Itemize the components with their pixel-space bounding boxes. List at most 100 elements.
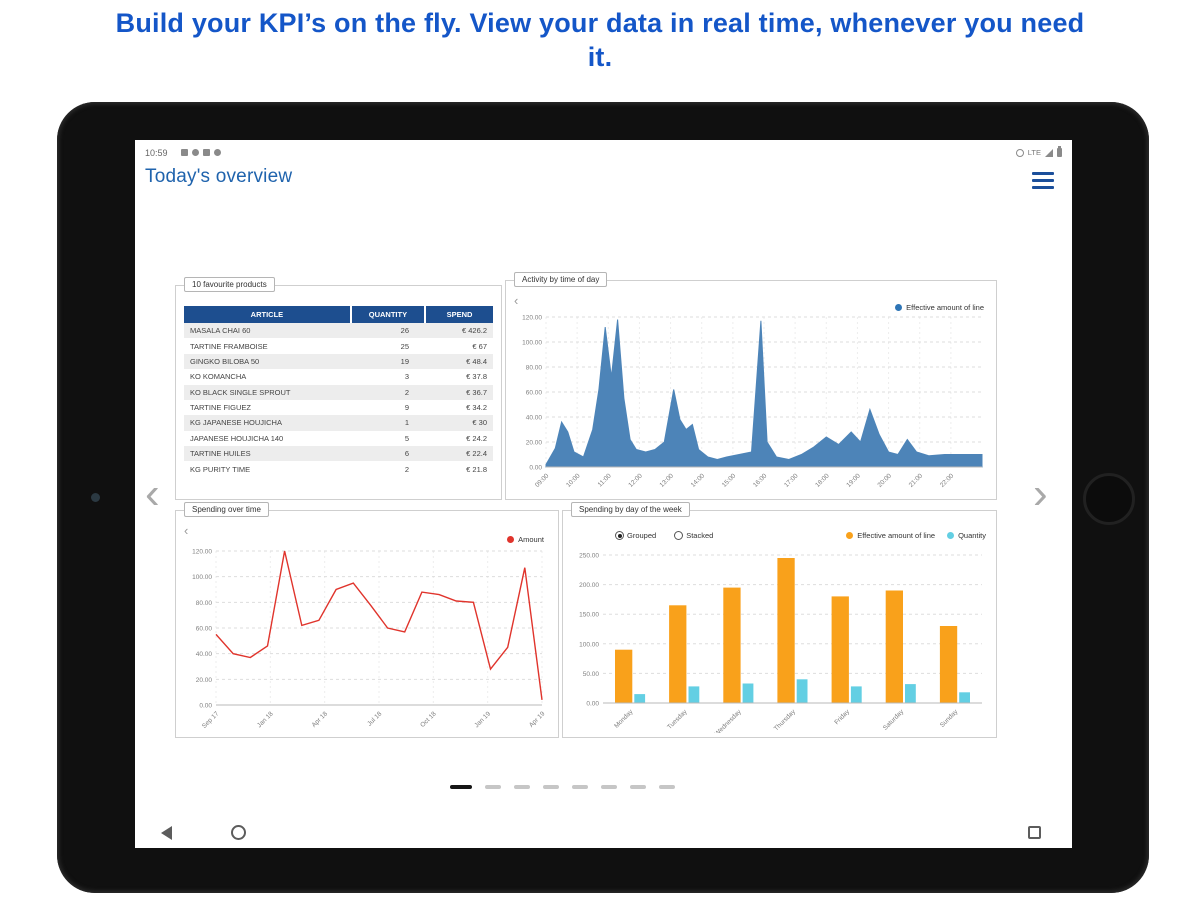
svg-text:21:00: 21:00: [908, 472, 925, 489]
svg-text:Tuesday: Tuesday: [666, 708, 689, 731]
usb-icon: [192, 149, 199, 156]
page-indicator: [450, 785, 675, 789]
clock: 10:59: [145, 148, 168, 158]
panel-title-chip: Spending over time: [184, 502, 269, 517]
panel-title-chip: 10 favourite products: [184, 277, 275, 292]
grouped-radio-label: Grouped: [627, 531, 657, 540]
page-indicator-dot[interactable]: [514, 785, 530, 789]
svg-text:200.00: 200.00: [579, 582, 599, 589]
system-status-icons: LTE: [1015, 146, 1062, 157]
svg-text:100.00: 100.00: [522, 340, 542, 347]
home-icon[interactable]: [231, 825, 246, 840]
fav-table-row: KG PURITY TIME 2 € 21.8: [190, 464, 487, 474]
svg-text:100.00: 100.00: [192, 574, 212, 581]
svg-text:14:00: 14:00: [690, 472, 707, 489]
back-icon[interactable]: [161, 826, 172, 840]
spending-by-weekday-panel: Spending by day of the week Grouped Stac…: [562, 502, 997, 738]
legend-dot: [895, 304, 903, 311]
svg-text:20:00: 20:00: [877, 472, 894, 489]
svg-text:Wednesday: Wednesday: [714, 708, 744, 733]
legend: Effective amount of line: [895, 303, 984, 312]
chart-mode-radios: Grouped Stacked: [615, 531, 713, 540]
status-bar: 10:59 LTE: [145, 146, 1062, 160]
screenshot-icon: [203, 149, 210, 156]
svg-text:120.00: 120.00: [192, 549, 212, 556]
page-indicator-dot[interactable]: [659, 785, 675, 789]
grouped-radio-icon[interactable]: [615, 531, 624, 540]
menu-icon[interactable]: [1032, 172, 1054, 193]
svg-text:120.00: 120.00: [522, 315, 542, 322]
legend-label: Quantity: [958, 531, 986, 540]
physical-home-button[interactable]: [1083, 473, 1135, 525]
svg-text:Jan 18: Jan 18: [256, 710, 275, 729]
svg-text:17:00: 17:00: [783, 472, 800, 489]
signal-icon: [1045, 148, 1053, 157]
page-indicator-dot[interactable]: [485, 785, 501, 789]
svg-text:Apr 18: Apr 18: [311, 710, 330, 729]
page-indicator-dot[interactable]: [601, 785, 617, 789]
svg-text:0.00: 0.00: [586, 701, 599, 708]
chart-scroll-left-icon[interactable]: ‹: [514, 293, 519, 308]
svg-text:0.00: 0.00: [529, 465, 542, 472]
app-notification-icon: [214, 149, 221, 156]
svg-text:20.00: 20.00: [196, 677, 213, 684]
svg-text:18:00: 18:00: [814, 472, 831, 489]
svg-text:80.00: 80.00: [196, 600, 213, 607]
svg-text:19:00: 19:00: [845, 472, 862, 489]
notification-icons: [181, 149, 221, 156]
sync-icon: [181, 149, 188, 156]
fav-table-row: KO KOMANCHA 3 € 37.8: [190, 372, 487, 382]
fav-table-row: TARTINE FRAMBOISE 25 € 67: [190, 341, 487, 351]
carousel-prev-icon[interactable]: ‹: [145, 469, 160, 518]
fav-table-row: TARTINE FIGUEZ 9 € 34.2: [190, 403, 487, 413]
carousel-next-icon[interactable]: ›: [1033, 469, 1048, 518]
tablet-device-frame: 10:59 LTE Today's overview ‹: [57, 102, 1149, 893]
svg-text:Sep 17: Sep 17: [201, 710, 221, 730]
svg-text:250.00: 250.00: [579, 553, 599, 560]
lte-label: LTE: [1027, 148, 1041, 157]
grouped-radio-option[interactable]: Grouped: [615, 531, 656, 540]
activity-by-time-panel: Activity by time of day ‹ Effective amou…: [505, 272, 997, 500]
svg-text:60.00: 60.00: [526, 390, 543, 397]
page-title: Today's overview: [145, 166, 293, 187]
fav-table-row: KG JAPANESE HOUJICHA 1 € 30: [184, 415, 493, 431]
svg-text:50.00: 50.00: [583, 671, 600, 678]
stacked-radio-icon[interactable]: [674, 531, 684, 540]
stacked-radio-option[interactable]: Stacked: [674, 531, 713, 540]
fav-table-row: MASALA CHAI 60 26 € 426.2: [184, 323, 493, 339]
spending-over-time-panel: Spending over time ‹ Amount Sep 17 Jan 18…: [175, 502, 559, 738]
svg-text:16:00: 16:00: [752, 472, 769, 489]
svg-text:0.00: 0.00: [199, 703, 212, 710]
marketing-headline: Build your KPI’s on the fly. View your d…: [115, 8, 1085, 72]
svg-text:Oct 18: Oct 18: [419, 710, 438, 729]
weekday-bar-chart: 0.00 50.00 100.00 150.00 200.00 250.00 Monday T…: [567, 549, 990, 738]
battery-icon: [1057, 146, 1062, 157]
svg-text:150.00: 150.00: [579, 612, 599, 619]
svg-text:Sunday: Sunday: [939, 708, 960, 729]
fav-col-article: ARTICLE: [184, 306, 351, 323]
svg-text:Jul 18: Jul 18: [366, 710, 383, 727]
recents-icon[interactable]: [1028, 826, 1041, 839]
svg-text:Apr 19: Apr 19: [528, 710, 547, 729]
svg-text:80.00: 80.00: [526, 365, 543, 372]
page-indicator-dot[interactable]: [543, 785, 559, 789]
svg-text:10:00: 10:00: [565, 472, 582, 489]
legend-label: Effective amount of line: [857, 531, 936, 540]
svg-text:60.00: 60.00: [196, 626, 213, 633]
svg-text:Monday: Monday: [613, 708, 635, 730]
page-indicator-dot[interactable]: [630, 785, 646, 789]
svg-text:09:00: 09:00: [534, 472, 551, 489]
svg-text:40.00: 40.00: [526, 415, 543, 422]
fav-table-row: TARTINE HUILES 6 € 22.4: [184, 446, 493, 462]
chart-scroll-left-icon[interactable]: ‹: [184, 523, 189, 538]
page-indicator-dot[interactable]: [572, 785, 588, 789]
svg-text:13:00: 13:00: [659, 472, 676, 489]
favourite-products-panel: 10 favourite products ARTICLE QUANTITY SPE…: [175, 277, 502, 500]
svg-text:Friday: Friday: [833, 708, 851, 726]
svg-text:15:00: 15:00: [721, 472, 738, 489]
svg-text:11:00: 11:00: [597, 472, 613, 488]
page-indicator-dot[interactable]: [450, 785, 472, 789]
legend-label: Amount: [518, 535, 544, 544]
svg-text:20.00: 20.00: [526, 440, 543, 447]
